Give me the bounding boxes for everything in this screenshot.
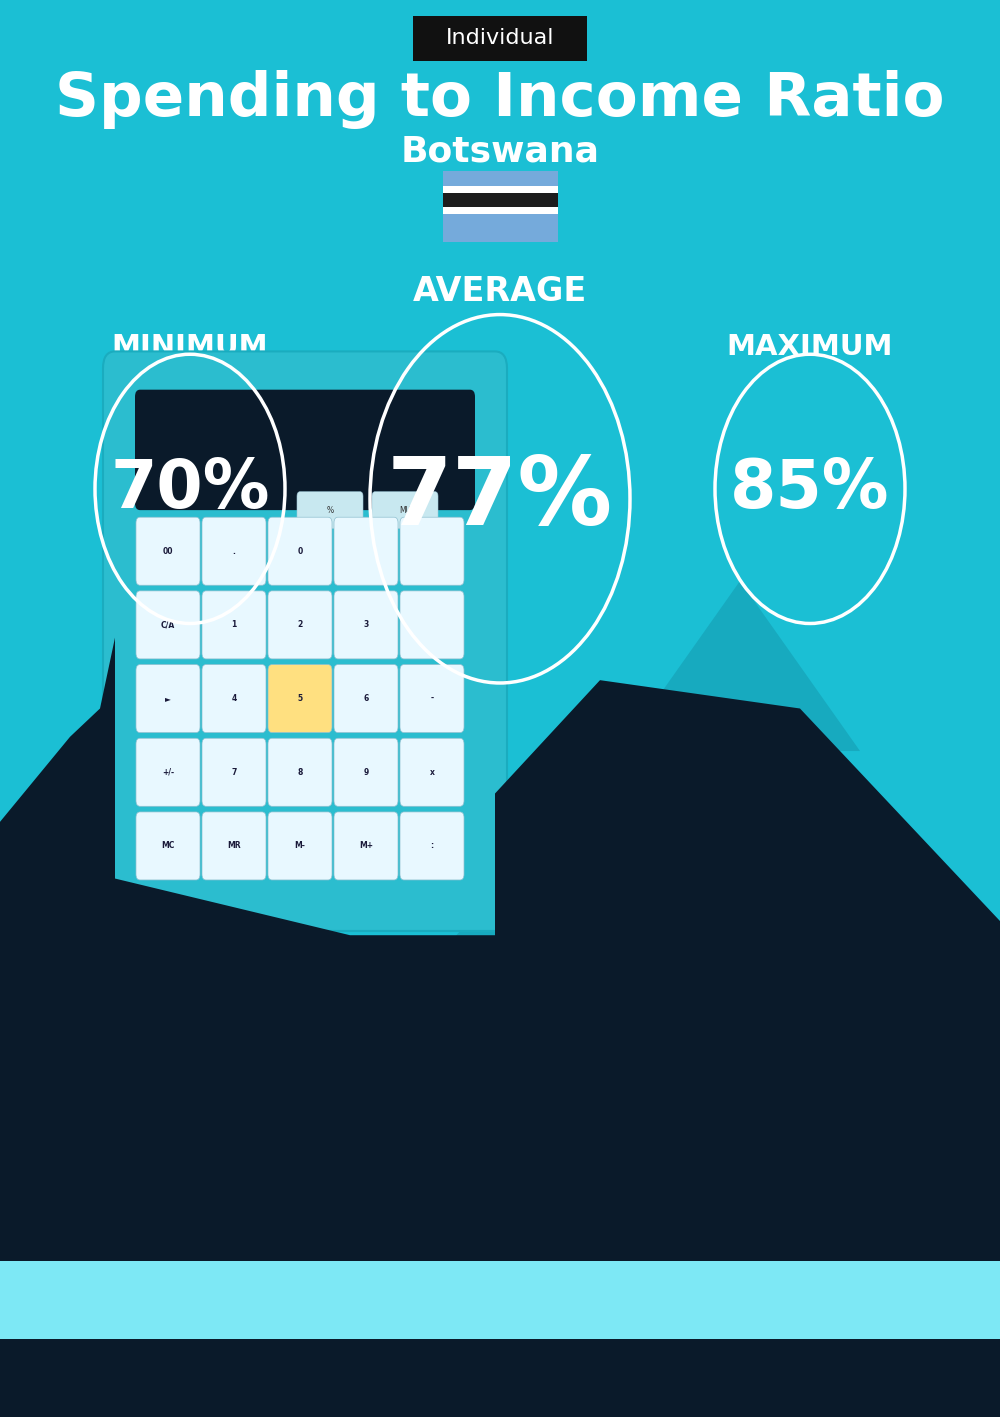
FancyBboxPatch shape (268, 665, 332, 733)
FancyBboxPatch shape (0, 1261, 500, 1339)
FancyBboxPatch shape (610, 857, 640, 942)
FancyBboxPatch shape (334, 591, 398, 659)
Polygon shape (195, 623, 395, 893)
FancyBboxPatch shape (710, 1100, 800, 1108)
Text: MR: MR (227, 842, 241, 850)
FancyBboxPatch shape (500, 1268, 1000, 1339)
FancyBboxPatch shape (202, 665, 266, 733)
Text: 70%: 70% (110, 456, 270, 521)
FancyBboxPatch shape (500, 1335, 1000, 1417)
Text: 8: 8 (297, 768, 303, 777)
Text: .: . (233, 547, 235, 555)
FancyBboxPatch shape (710, 1085, 800, 1094)
Polygon shape (0, 638, 500, 1417)
FancyBboxPatch shape (710, 1043, 800, 1051)
FancyBboxPatch shape (710, 1071, 800, 1080)
FancyBboxPatch shape (442, 171, 558, 186)
Text: 5: 5 (297, 694, 303, 703)
Text: 7: 7 (231, 768, 237, 777)
FancyBboxPatch shape (297, 492, 363, 529)
Text: MINIMUM: MINIMUM (112, 333, 268, 361)
Text: 9: 9 (363, 768, 369, 777)
FancyBboxPatch shape (334, 738, 398, 806)
Text: AVERAGE: AVERAGE (413, 275, 587, 309)
Polygon shape (620, 581, 860, 949)
Text: 0: 0 (297, 547, 303, 555)
FancyBboxPatch shape (400, 517, 464, 585)
FancyBboxPatch shape (400, 738, 464, 806)
Circle shape (750, 935, 840, 1063)
Text: Spending to Income Ratio: Spending to Income Ratio (55, 69, 945, 129)
FancyBboxPatch shape (202, 812, 266, 880)
FancyBboxPatch shape (413, 16, 587, 61)
FancyBboxPatch shape (136, 591, 200, 659)
FancyBboxPatch shape (334, 665, 398, 733)
Text: $: $ (860, 1020, 880, 1049)
FancyBboxPatch shape (372, 492, 438, 529)
FancyBboxPatch shape (268, 812, 332, 880)
Text: %: % (326, 506, 334, 514)
Text: $: $ (788, 989, 802, 1009)
FancyBboxPatch shape (136, 738, 200, 806)
FancyBboxPatch shape (136, 665, 200, 733)
FancyBboxPatch shape (268, 517, 332, 585)
FancyBboxPatch shape (202, 517, 266, 585)
Text: M-: M- (295, 842, 305, 850)
FancyBboxPatch shape (334, 812, 398, 880)
FancyBboxPatch shape (103, 351, 507, 931)
Text: M+: M+ (359, 842, 373, 850)
Text: Individual: Individual (446, 28, 554, 48)
FancyBboxPatch shape (202, 738, 266, 806)
FancyBboxPatch shape (468, 942, 668, 1112)
Polygon shape (495, 680, 1000, 1417)
FancyBboxPatch shape (710, 1034, 800, 1112)
FancyBboxPatch shape (136, 517, 200, 585)
Text: x: x (430, 768, 434, 777)
FancyBboxPatch shape (400, 591, 464, 659)
FancyBboxPatch shape (135, 390, 475, 510)
Text: MAXIMUM: MAXIMUM (727, 333, 893, 361)
FancyBboxPatch shape (136, 812, 200, 880)
FancyBboxPatch shape (0, 1335, 500, 1417)
Text: +/-: +/- (162, 768, 174, 777)
Circle shape (805, 942, 935, 1127)
FancyBboxPatch shape (540, 1006, 600, 1112)
FancyBboxPatch shape (0, 1268, 500, 1339)
FancyBboxPatch shape (442, 193, 558, 207)
Text: C/A: C/A (161, 621, 175, 629)
FancyBboxPatch shape (858, 924, 882, 949)
FancyBboxPatch shape (334, 517, 398, 585)
Text: 85%: 85% (730, 456, 890, 521)
Text: -: - (430, 694, 434, 703)
Polygon shape (450, 815, 680, 942)
Text: 00: 00 (163, 547, 173, 555)
FancyBboxPatch shape (400, 665, 464, 733)
FancyBboxPatch shape (783, 924, 807, 949)
Text: 4: 4 (231, 694, 237, 703)
Text: 2: 2 (297, 621, 303, 629)
FancyBboxPatch shape (500, 1261, 1000, 1339)
Text: MU: MU (399, 506, 411, 514)
Text: :: : (430, 842, 434, 850)
FancyBboxPatch shape (442, 207, 558, 214)
Text: 6: 6 (363, 694, 369, 703)
Text: 3: 3 (363, 621, 369, 629)
FancyBboxPatch shape (442, 214, 558, 242)
Text: MC: MC (161, 842, 175, 850)
Text: ►: ► (165, 694, 171, 703)
Text: Botswana: Botswana (400, 135, 600, 169)
FancyBboxPatch shape (268, 738, 332, 806)
FancyBboxPatch shape (268, 591, 332, 659)
FancyBboxPatch shape (202, 591, 266, 659)
FancyBboxPatch shape (400, 812, 464, 880)
Text: 77%: 77% (387, 453, 613, 544)
Text: 1: 1 (231, 621, 237, 629)
FancyBboxPatch shape (442, 186, 558, 193)
FancyBboxPatch shape (710, 1057, 800, 1066)
